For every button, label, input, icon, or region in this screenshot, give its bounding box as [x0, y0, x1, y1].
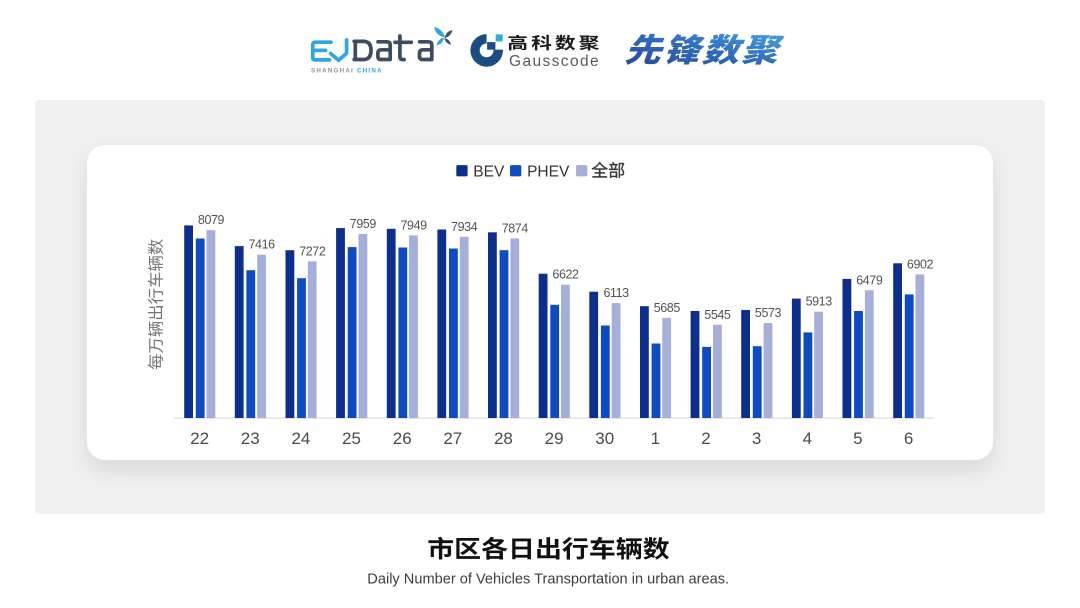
svg-text:Daily Number of Vehicles Trans: Daily Number of Vehicles Transportation …	[367, 572, 729, 588]
svg-text:4: 4	[803, 429, 812, 448]
svg-text:1: 1	[651, 429, 660, 448]
svg-text:SHANGHAI CHINA: SHANGHAI CHINA	[311, 68, 383, 75]
svg-text:6622: 6622	[552, 268, 579, 282]
svg-text:7959: 7959	[350, 217, 377, 231]
svg-text:24: 24	[291, 429, 310, 448]
svg-text:7949: 7949	[400, 218, 427, 232]
svg-text:26: 26	[393, 429, 412, 448]
svg-text:Gausscode: Gausscode	[509, 53, 600, 70]
svg-text:PHEV: PHEV	[527, 163, 570, 180]
svg-text:6479: 6479	[856, 273, 883, 287]
svg-text:25: 25	[342, 429, 361, 448]
svg-text:7272: 7272	[299, 244, 326, 258]
svg-text:6: 6	[904, 429, 913, 448]
svg-text:2: 2	[701, 429, 710, 448]
svg-text:5545: 5545	[704, 308, 731, 322]
svg-text:28: 28	[494, 429, 513, 448]
svg-text:7416: 7416	[248, 238, 275, 252]
svg-text:3: 3	[752, 429, 761, 448]
svg-text:5685: 5685	[654, 301, 681, 315]
svg-text:7934: 7934	[451, 220, 478, 234]
svg-text:27: 27	[443, 429, 462, 448]
svg-text:22: 22	[190, 429, 209, 448]
svg-text:23: 23	[241, 429, 260, 448]
svg-text:6902: 6902	[907, 257, 934, 271]
svg-text:BEV: BEV	[473, 163, 505, 180]
svg-text:5573: 5573	[755, 306, 782, 320]
svg-text:5: 5	[853, 429, 862, 448]
svg-text:7874: 7874	[502, 222, 529, 236]
svg-text:8079: 8079	[198, 213, 225, 227]
svg-text:5913: 5913	[806, 295, 833, 309]
svg-text:30: 30	[595, 429, 614, 448]
svg-text:29: 29	[545, 429, 564, 448]
svg-text:6113: 6113	[603, 286, 629, 300]
